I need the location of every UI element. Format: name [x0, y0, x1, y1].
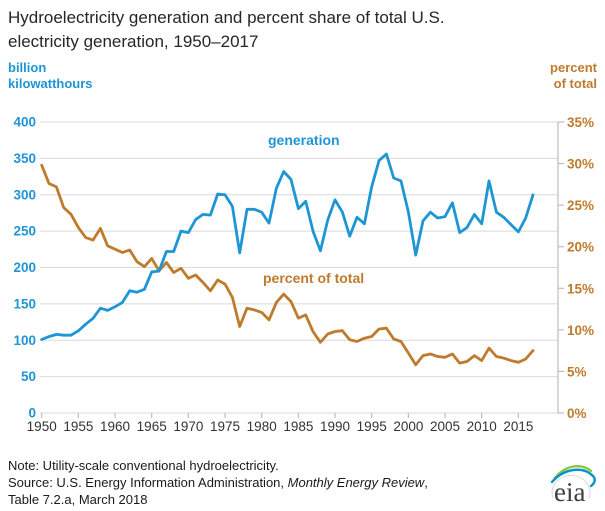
left-axis-unit-line2: kilowatthours: [8, 76, 93, 91]
x-axis-tick-label: 2000: [393, 419, 423, 434]
right-axis-tick-label: 5%: [567, 364, 587, 379]
page-title-line2: electricity generation, 1950–2017: [8, 32, 259, 51]
x-axis-tick-label: 1980: [247, 419, 277, 434]
percent-of-total-line: [40, 163, 535, 367]
source-line: Source: U.S. Energy Information Administ…: [8, 475, 428, 490]
page-title: Hydroelectricity generation and percent …: [8, 6, 445, 54]
right-axis-tick-label: 10%: [567, 323, 594, 338]
left-axis-unit-label: billion kilowatthours: [8, 60, 93, 92]
left-axis-tick-label: 400: [13, 115, 36, 130]
eia-logo-swoosh-blue-icon: [550, 468, 596, 488]
eia-logo: eia: [550, 465, 596, 507]
left-axis-tick-label: 50: [21, 369, 36, 384]
x-axis-tick-label: 1960: [100, 419, 130, 434]
percent-of-total-series-label: percent of total: [263, 270, 365, 286]
left-axis-tick-label: 350: [13, 151, 36, 166]
right-axis-tick-label: 30%: [567, 157, 594, 172]
right-axis-tick-label: 15%: [567, 281, 594, 296]
generation-series-label: generation: [268, 132, 340, 148]
left-axis-tick-label: 0: [28, 406, 36, 421]
right-axis-unit-line2: of total: [553, 76, 597, 91]
x-axis-tick-label: 1965: [137, 419, 167, 434]
right-axis-unit-label: percent of total: [550, 60, 597, 92]
left-axis-unit-line1: billion: [8, 60, 47, 75]
right-axis-tick-label: 35%: [567, 115, 594, 130]
x-axis-tick-label: 1950: [27, 419, 57, 434]
x-axis-tick-label: 2015: [503, 419, 533, 434]
eia-logo-circle: [551, 475, 591, 499]
note-line: Note: Utility-scale conventional hydroel…: [8, 458, 279, 473]
x-axis-tick-label: 2010: [467, 419, 497, 434]
x-axis-tick-label: 1975: [210, 419, 240, 434]
eia-logo-text: eia: [554, 477, 585, 507]
page-title-line1: Hydroelectricity generation and percent …: [8, 8, 445, 27]
left-axis-tick-label: 150: [13, 296, 36, 311]
right-axis-tick-label: 20%: [567, 240, 594, 255]
x-axis-tick-label: 1985: [283, 419, 313, 434]
x-axis-tick-label: 1990: [320, 419, 350, 434]
right-axis-tick-label: 0%: [567, 406, 587, 421]
left-axis-tick-label: 200: [13, 260, 36, 275]
x-axis-tick-label: 1955: [63, 419, 93, 434]
generation-line: [40, 152, 535, 341]
left-axis-tick-label: 300: [13, 187, 36, 202]
x-axis-tick-label: 2005: [430, 419, 460, 434]
x-axis-tick-label: 1970: [173, 419, 203, 434]
right-axis-unit-line1: percent: [550, 60, 597, 75]
right-axis-tick-label: 25%: [567, 198, 594, 213]
source-line2: Table 7.2.a, March 2018: [8, 492, 148, 507]
left-axis-tick-label: 100: [13, 333, 36, 348]
left-axis-tick-label: 250: [13, 224, 36, 239]
x-axis-tick-label: 1995: [357, 419, 387, 434]
note-block: Note: Utility-scale conventional hydroel…: [8, 457, 428, 508]
